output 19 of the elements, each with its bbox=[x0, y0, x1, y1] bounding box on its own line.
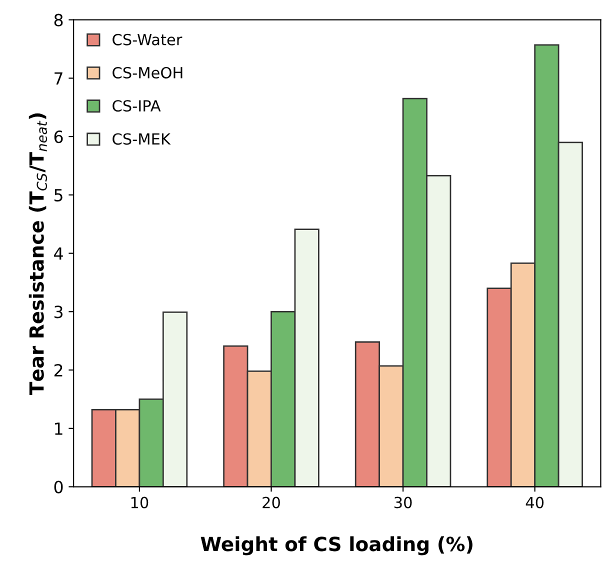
y-tick-label: 8 bbox=[54, 14, 63, 26]
y-tick-label: 3 bbox=[54, 306, 62, 318]
y-tick-label: 6 bbox=[54, 130, 63, 144]
y-tick-label: 7 bbox=[54, 72, 62, 85]
x-axis-title: Weight of CS loading (%) bbox=[200, 536, 472, 556]
y-tick-label: 1 bbox=[55, 422, 62, 435]
x-tick-label: 40 bbox=[526, 496, 544, 508]
y-tick-label: 2 bbox=[54, 364, 62, 376]
y-tick-label: 5 bbox=[54, 189, 62, 202]
x-tick-label: 10 bbox=[131, 496, 148, 508]
legend-label: CS-IPA bbox=[112, 100, 161, 112]
x-tick-label: 30 bbox=[394, 496, 412, 508]
legend-label: CS-MEK bbox=[112, 133, 171, 145]
y-tick-label: 0 bbox=[54, 480, 63, 494]
y-axis-title: Tear Resistance (T$_{CS}$/T$_{neat}$) bbox=[28, 113, 48, 395]
legend-label: CS-MeOH bbox=[112, 66, 182, 79]
y-tick-label: 4 bbox=[54, 247, 63, 260]
legend-label: CS-Water bbox=[112, 34, 182, 46]
x-tick-label: 20 bbox=[262, 496, 280, 508]
